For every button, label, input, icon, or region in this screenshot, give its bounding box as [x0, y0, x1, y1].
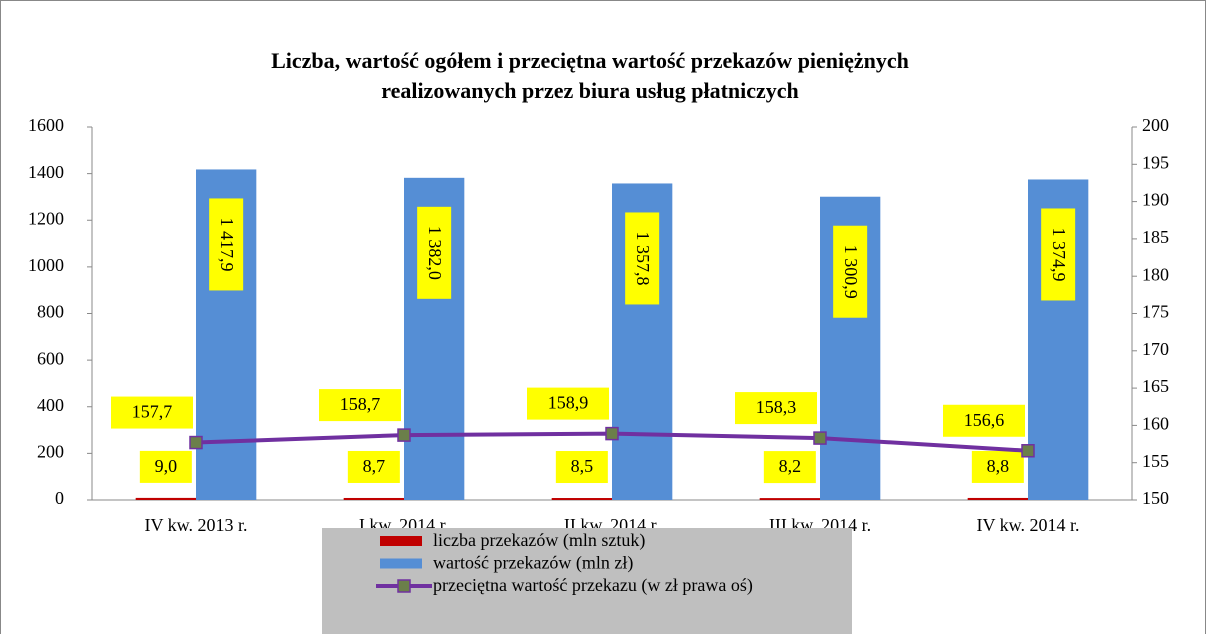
legend-swatch: [380, 536, 422, 546]
bar: [343, 497, 404, 500]
data-label: 9,0: [155, 456, 178, 476]
data-label: 158,3: [756, 397, 797, 417]
chart-title: realizowanych przez biura usług płatnicz…: [381, 78, 799, 103]
data-label: 1 374,9: [1049, 227, 1069, 281]
x-tick-label: IV kw. 2014 r.: [977, 515, 1080, 535]
data-label: 8,5: [571, 456, 594, 476]
marker: [189, 435, 203, 450]
data-label-bg: [763, 451, 816, 484]
y-tick-label: 800: [37, 302, 64, 322]
legend-label: liczba przekazów (mln sztuk): [433, 530, 645, 551]
y-tick-label: 200: [37, 442, 64, 462]
y-tick-label: 1000: [28, 255, 64, 275]
y2-tick-label: 185: [1142, 227, 1169, 247]
data-label-bg: [111, 396, 193, 429]
x-tick-label: IV kw. 2013 r.: [145, 515, 248, 535]
data-label-bg: [971, 450, 1024, 483]
legend-label: przeciętna wartość przekazu (w zł prawa …: [433, 575, 753, 596]
data-label-bg: [833, 225, 868, 318]
data-label-bg: [347, 450, 400, 483]
data-label: 156,6: [964, 410, 1005, 430]
data-label-bg: [319, 389, 401, 422]
y2-tick-label: 160: [1142, 414, 1169, 434]
data-label-bg: [1041, 208, 1076, 301]
marker: [813, 431, 827, 445]
data-label-bg: [735, 392, 817, 425]
bar: [967, 497, 1028, 500]
data-label: 158,7: [340, 394, 381, 414]
data-label-bg: [417, 206, 452, 299]
y-tick-label: 1400: [28, 162, 64, 182]
data-label-bg: [555, 451, 608, 484]
data-label: 158,9: [548, 393, 589, 413]
y-tick-label: 1600: [28, 115, 64, 135]
data-label: 1 382,0: [425, 226, 445, 280]
legend-label: wartość przekazów (mln zł): [433, 553, 633, 574]
y2-tick-label: 170: [1142, 339, 1169, 359]
legend-marker: [397, 579, 411, 593]
data-label-bg: [625, 212, 660, 305]
marker: [605, 426, 619, 441]
y2-tick-label: 200: [1142, 115, 1169, 135]
bar: [759, 498, 820, 500]
y-tick-label: 0: [55, 488, 64, 508]
data-label-bg: [209, 198, 244, 291]
data-label: 1 300,9: [841, 245, 861, 299]
y-tick-label: 600: [37, 348, 64, 368]
y2-tick-label: 175: [1142, 302, 1169, 322]
bar: [551, 498, 612, 500]
data-label: 8,2: [779, 456, 802, 476]
y2-tick-label: 165: [1142, 376, 1169, 396]
legend-swatch: [380, 558, 422, 569]
y2-tick-label: 190: [1142, 190, 1169, 210]
y-tick-label: 1200: [28, 208, 64, 228]
data-label: 1 417,9: [217, 217, 237, 271]
data-label: 157,7: [132, 402, 173, 422]
y2-tick-label: 195: [1142, 152, 1169, 172]
data-label-bg: [139, 450, 192, 483]
y-tick-label: 400: [37, 395, 64, 415]
data-label: 8,8: [987, 456, 1010, 476]
data-label: 8,7: [363, 456, 386, 476]
data-label-bg: [943, 404, 1025, 437]
y2-tick-label: 180: [1142, 264, 1169, 284]
marker: [1021, 444, 1035, 458]
bar: [135, 497, 196, 500]
data-label-bg: [527, 387, 609, 420]
chart-title: Liczba, wartość ogółem i przeciętna wart…: [271, 48, 909, 73]
data-label: 1 357,8: [633, 231, 653, 285]
marker: [397, 428, 411, 442]
y2-tick-label: 150: [1142, 488, 1169, 508]
y2-tick-label: 155: [1142, 451, 1169, 471]
